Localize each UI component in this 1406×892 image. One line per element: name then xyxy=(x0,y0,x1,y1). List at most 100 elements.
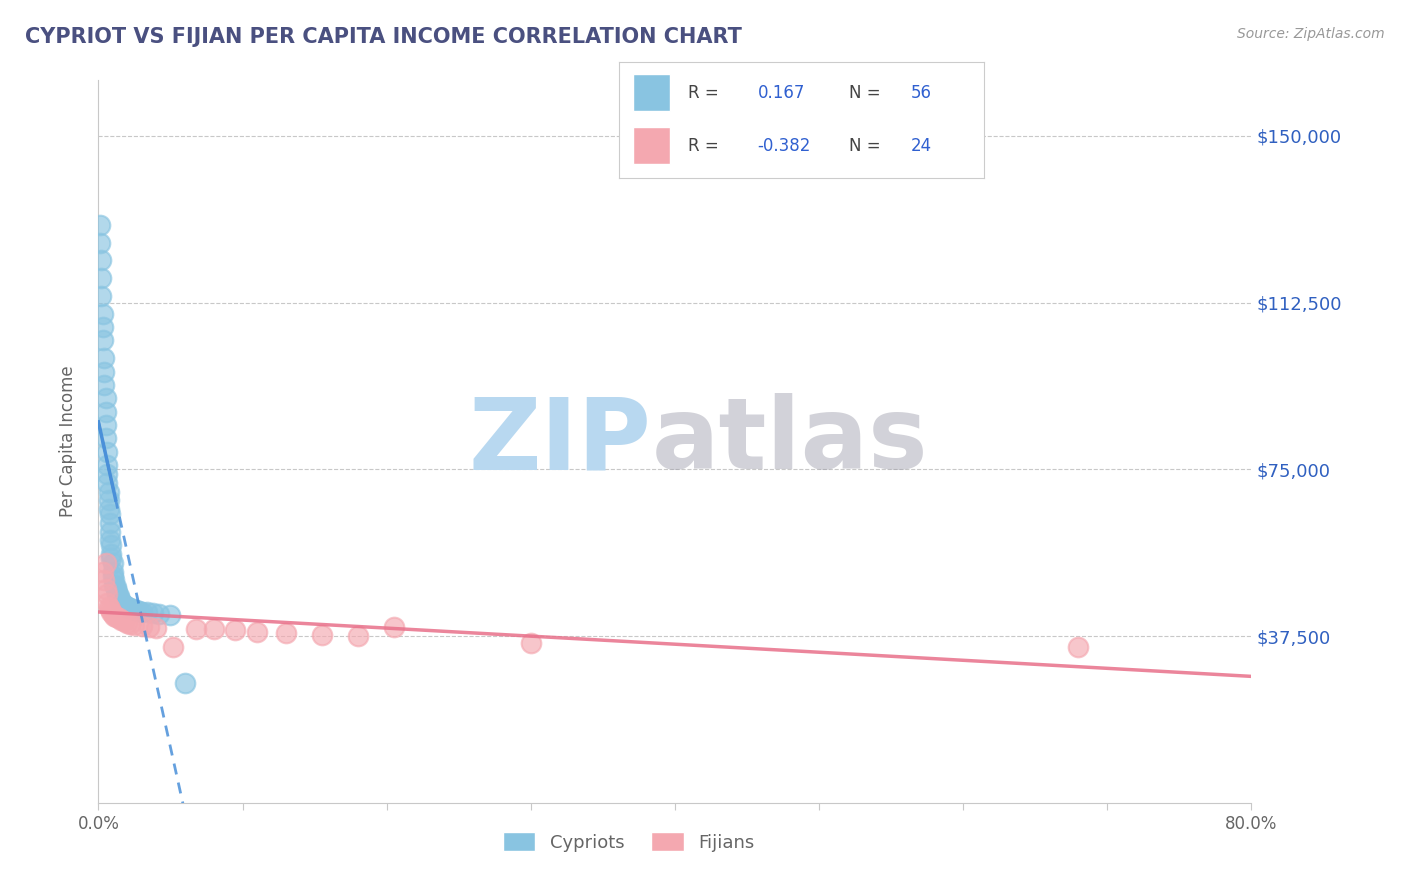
Text: Source: ZipAtlas.com: Source: ZipAtlas.com xyxy=(1237,27,1385,41)
Text: -0.382: -0.382 xyxy=(758,137,811,155)
Point xyxy=(120,616,142,631)
Point xyxy=(117,615,139,630)
Bar xyxy=(633,128,669,164)
Point xyxy=(1067,640,1090,655)
Point xyxy=(120,601,142,615)
Point xyxy=(97,600,120,615)
Point xyxy=(520,636,543,650)
Point xyxy=(103,574,125,588)
Point xyxy=(94,556,117,570)
Text: N =: N = xyxy=(849,84,880,102)
Point xyxy=(174,675,197,690)
Point xyxy=(104,610,127,624)
Point xyxy=(104,580,127,594)
Point xyxy=(104,582,127,597)
Point xyxy=(131,605,153,619)
Point xyxy=(100,547,122,561)
Text: 0.167: 0.167 xyxy=(758,84,804,102)
Point xyxy=(101,607,124,621)
Point xyxy=(382,620,405,634)
Point xyxy=(186,622,208,636)
Text: 24: 24 xyxy=(911,137,932,155)
Point xyxy=(110,613,132,627)
Legend: Cypriots, Fijians: Cypriots, Fijians xyxy=(496,825,762,859)
Point xyxy=(138,620,160,634)
Point xyxy=(136,606,159,620)
Point xyxy=(98,533,121,548)
Point xyxy=(107,589,129,603)
Point xyxy=(97,493,120,508)
Point xyxy=(142,607,165,621)
Text: ZIP: ZIP xyxy=(470,393,652,490)
Point xyxy=(98,524,121,539)
Point xyxy=(124,618,146,632)
Point xyxy=(96,596,118,610)
Point xyxy=(93,351,115,366)
Point xyxy=(111,597,134,611)
Point xyxy=(107,611,129,625)
Point xyxy=(311,628,333,642)
Point xyxy=(117,600,139,615)
Point xyxy=(112,598,135,612)
Point xyxy=(101,569,124,583)
Point xyxy=(105,587,128,601)
Point xyxy=(103,578,125,592)
Point xyxy=(131,619,153,633)
Point xyxy=(101,565,124,579)
Point xyxy=(96,458,118,472)
Point xyxy=(246,624,269,639)
Text: R =: R = xyxy=(688,84,718,102)
Point xyxy=(224,624,246,638)
Point xyxy=(91,320,114,334)
Point xyxy=(98,507,121,521)
Point xyxy=(107,591,129,606)
Point xyxy=(96,475,118,490)
Point xyxy=(100,538,122,552)
Point xyxy=(90,253,112,268)
Point xyxy=(162,640,184,655)
Text: 56: 56 xyxy=(911,84,932,102)
Point xyxy=(94,431,117,445)
Point xyxy=(91,334,114,348)
Point xyxy=(93,377,115,392)
Point xyxy=(103,609,125,624)
Point xyxy=(93,364,115,378)
Point xyxy=(105,584,128,599)
Point xyxy=(90,271,112,285)
Point xyxy=(97,484,120,499)
Point xyxy=(114,599,136,614)
Point xyxy=(148,607,170,622)
Text: R =: R = xyxy=(688,137,718,155)
Point xyxy=(100,605,122,619)
Y-axis label: Per Capita Income: Per Capita Income xyxy=(59,366,77,517)
Point xyxy=(110,596,132,610)
Point xyxy=(91,307,114,321)
Point xyxy=(91,565,114,579)
Point xyxy=(94,391,117,405)
Point xyxy=(96,444,118,458)
Point xyxy=(93,574,115,588)
Point xyxy=(128,604,150,618)
Point xyxy=(274,626,297,640)
Point xyxy=(89,235,111,250)
Point xyxy=(94,404,117,418)
Point xyxy=(112,615,135,629)
Point xyxy=(98,602,121,616)
Text: N =: N = xyxy=(849,137,880,155)
Point xyxy=(202,623,225,637)
Point xyxy=(159,608,181,623)
Point xyxy=(90,289,112,303)
Point xyxy=(346,629,368,643)
Point xyxy=(89,218,111,232)
Point xyxy=(94,582,117,597)
Point xyxy=(145,621,167,635)
Text: atlas: atlas xyxy=(652,393,928,490)
Point xyxy=(125,603,148,617)
Point xyxy=(97,502,120,516)
Point xyxy=(98,516,121,530)
Point xyxy=(122,602,145,616)
Text: CYPRIOT VS FIJIAN PER CAPITA INCOME CORRELATION CHART: CYPRIOT VS FIJIAN PER CAPITA INCOME CORR… xyxy=(25,27,742,46)
Point xyxy=(96,467,118,481)
Point xyxy=(101,556,124,570)
Point xyxy=(100,551,122,566)
